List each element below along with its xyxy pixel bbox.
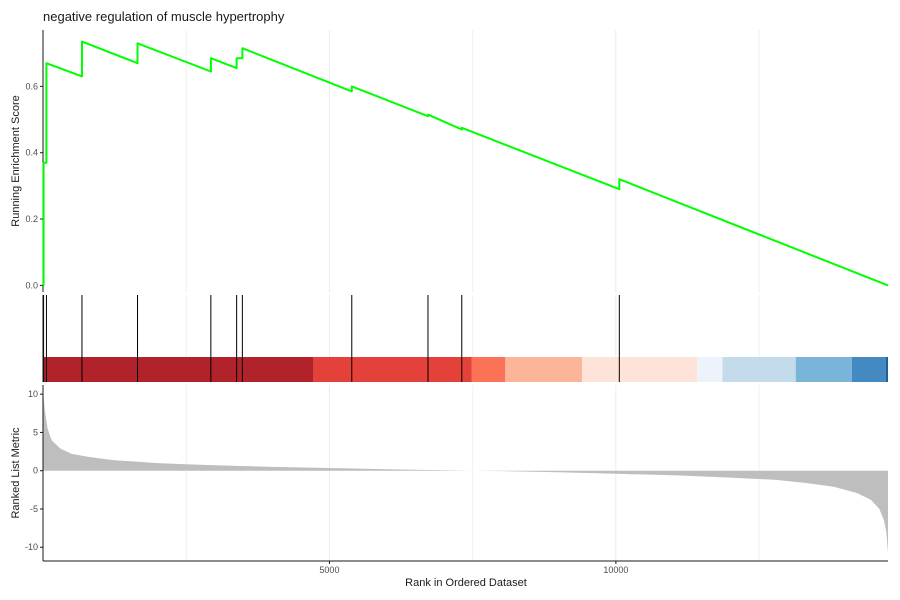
x-axis-label: Rank in Ordered Dataset: [405, 577, 527, 589]
color-bar-segment: [313, 357, 472, 382]
color-bar-segment: [851, 357, 886, 382]
enrichment-panel: 0.0 0.2 0.4 0.6: [25, 30, 889, 292]
hit-panel: [42, 295, 888, 382]
enrichment-y-axis-label: Running Enrichment Score: [10, 95, 22, 226]
color-bar-segment: [471, 357, 506, 382]
x-tick-label: 5000: [319, 565, 339, 575]
enrichment-y-tick-label: 0.0: [25, 280, 38, 290]
ranked-metric-y-tick-label: -10: [25, 542, 38, 552]
ranked-metric-y-tick-label: 0: [33, 466, 38, 476]
ranked-metric-area: [43, 390, 888, 554]
ranked-metric-panel: -10 -5 0 5 10 5000 10000: [25, 385, 888, 575]
enrichment-y-tick-label: 0.4: [25, 148, 38, 158]
color-bar-segment: [505, 357, 583, 382]
ranked-metric-y-tick-label: -5: [30, 504, 38, 514]
color-bar-segment: [43, 357, 314, 382]
ranked-metric-y-tick-label: 10: [28, 389, 38, 399]
color-bar-segment: [885, 357, 888, 382]
chart-title: negative regulation of muscle hypertroph…: [43, 9, 285, 24]
ranked-metric-y-axis-label: Ranked List Metric: [10, 427, 22, 519]
color-bar-segment: [722, 357, 796, 382]
color-bar-segment: [582, 357, 698, 382]
enrichment-y-tick-label: 0.6: [25, 81, 38, 91]
ranked-metric-y-tick-label: 5: [33, 427, 38, 437]
x-tick-label: 10000: [603, 565, 628, 575]
color-bar-segment: [795, 357, 852, 382]
running-enrichment-line: [42, 40, 889, 287]
color-bar-segment: [697, 357, 723, 382]
enrichment-y-tick-label: 0.2: [25, 214, 38, 224]
